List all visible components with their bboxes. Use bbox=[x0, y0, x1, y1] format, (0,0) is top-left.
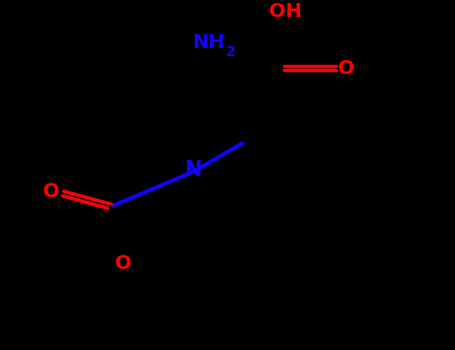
Text: O: O bbox=[43, 182, 59, 201]
Polygon shape bbox=[226, 68, 284, 97]
Text: 2: 2 bbox=[226, 45, 236, 59]
Text: NH: NH bbox=[192, 33, 224, 52]
Text: O: O bbox=[338, 58, 355, 78]
Text: N: N bbox=[184, 160, 202, 180]
Text: OH: OH bbox=[269, 1, 302, 21]
Text: O: O bbox=[116, 254, 132, 273]
